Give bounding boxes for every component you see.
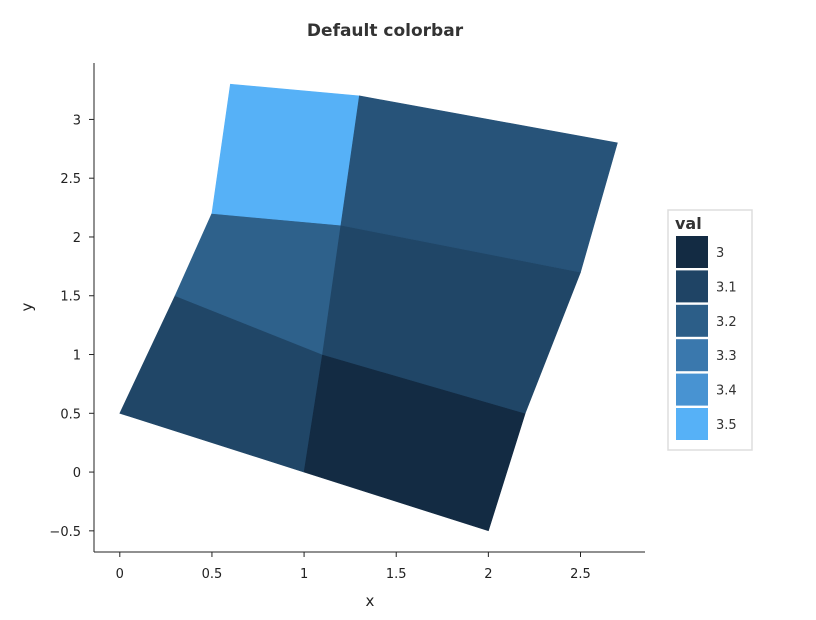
legend-entries: 3 3.1 3.2 3.3 3.4 3.5 (676, 236, 737, 440)
y-tick-label: 0.5 (60, 407, 81, 422)
x-tick-label: 2.5 (570, 567, 591, 582)
plot-cells (119, 83, 618, 532)
y-tick-label: 0 (73, 466, 81, 481)
legend-title: val (675, 214, 702, 233)
y-ticks: −0.5 0 0.5 1 1.5 2 2.5 3 (49, 113, 94, 540)
legend-label: 3.2 (716, 315, 737, 330)
x-tick-label: 0 (116, 567, 124, 582)
legend: val 3 3.1 3.2 3.3 3.4 3.5 (667, 209, 753, 451)
legend-swatch (676, 304, 708, 337)
x-tick-label: 0.5 (202, 567, 223, 582)
y-tick-label: 3 (73, 113, 81, 128)
legend-label: 3.3 (716, 349, 737, 364)
heatmap-cell-5 (340, 95, 618, 273)
chart-title: Default colorbar (307, 21, 464, 41)
legend-label: 3.5 (716, 418, 737, 433)
x-ticks: 0 0.5 1 1.5 2 2.5 (116, 552, 591, 582)
legend-label: 3 (716, 246, 724, 261)
y-tick-label: −0.5 (49, 525, 81, 540)
y-tick-label: 1 (73, 349, 81, 364)
legend-swatch (676, 373, 708, 406)
legend-label: 3.1 (716, 280, 737, 295)
legend-label: 3.4 (716, 384, 737, 399)
y-tick-label: 2.5 (60, 172, 81, 187)
heatmap-cell-4 (211, 83, 360, 226)
x-tick-label: 2 (484, 567, 492, 582)
legend-swatch (676, 236, 708, 268)
y-axis-label: y (18, 302, 36, 311)
legend-swatch (676, 270, 708, 303)
x-tick-label: 1.5 (386, 567, 407, 582)
legend-swatch (676, 339, 708, 372)
x-tick-label: 1 (300, 567, 308, 582)
y-tick-label: 1.5 (60, 290, 81, 305)
x-axis-label: x (366, 592, 375, 610)
y-tick-label: 2 (73, 231, 81, 246)
legend-swatch (676, 408, 708, 440)
